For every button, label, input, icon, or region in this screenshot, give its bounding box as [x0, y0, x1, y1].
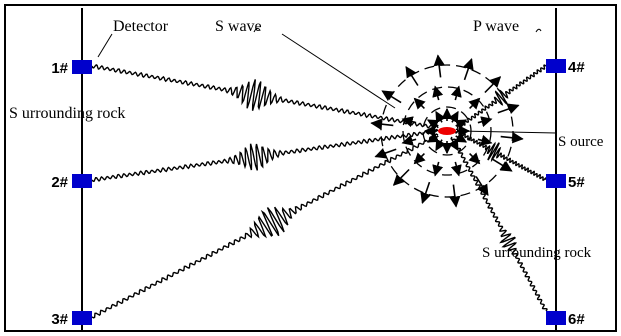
detectors [72, 59, 566, 325]
ray-to-detector-1 [91, 64, 439, 130]
detector-3 [72, 311, 92, 325]
radiation-arrow-37 [497, 103, 520, 115]
surrounding-rock-left-label: S urrounding rock [9, 105, 125, 122]
radiation-arrow-20 [432, 85, 444, 101]
detector-2-label: 2# [51, 174, 68, 191]
source-leader-line [457, 130, 557, 134]
seismic-rays [91, 64, 548, 319]
s-wave-hook [253, 27, 261, 33]
radiation-arrow-35 [463, 58, 474, 81]
radiation-arrow-26 [475, 176, 489, 196]
radiation-arrow-19 [413, 97, 426, 110]
s-wave-label: S wave [215, 18, 262, 35]
seismic-source [438, 127, 456, 135]
radiation-arrow-31 [370, 118, 394, 130]
radiation-arrow-17 [401, 134, 417, 146]
radiation-arrow-22 [468, 97, 481, 110]
radiation-arrow-23 [477, 116, 493, 128]
ray-to-detector-3 [91, 133, 439, 319]
detector-label: Detector [113, 18, 169, 35]
p-wave-label: P wave [473, 18, 519, 35]
radiation-arrow-8 [435, 110, 446, 124]
detector-6-label: 6# [568, 311, 585, 328]
detector-3-label: 3# [51, 311, 68, 328]
wavefront-outer [380, 64, 514, 198]
detector-5 [546, 174, 566, 188]
p-wave-hook [535, 28, 542, 33]
ray-to-detector-4 [455, 64, 547, 131]
radiation-arrow-10 [448, 110, 459, 124]
detector-leader-line [97, 33, 113, 58]
radiation-arrow-12 [477, 134, 493, 146]
radiation-arrow-27 [449, 184, 461, 208]
radiation-arrow-24 [500, 132, 524, 144]
source-label: S ource [558, 134, 604, 150]
ray-to-detector-2 [91, 128, 439, 183]
radiation-arrow-36 [484, 76, 502, 94]
radiation-arrow-33 [405, 66, 419, 86]
radiation-arrow-14 [450, 161, 462, 177]
detector-4 [546, 59, 566, 73]
radiation-arrow-15 [432, 161, 444, 177]
ray-to-detector-5 [455, 130, 547, 181]
ray-to-detector-6 [450, 136, 548, 312]
detector-5-label: 5# [568, 174, 585, 191]
radiation-arrow-1 [454, 132, 468, 143]
detector-6 [546, 311, 566, 325]
radiation-arrow-16 [413, 152, 426, 165]
detector-1-label: 1# [51, 60, 68, 77]
radiation-arrow-13 [468, 152, 481, 165]
radiation-arrow-7 [426, 119, 440, 130]
outer-frame [4, 4, 617, 332]
wavefront-middle [402, 86, 492, 176]
radiation-arrow-32 [381, 90, 402, 104]
detector-4-label: 4# [568, 59, 585, 76]
radiation-arrow-28 [420, 181, 431, 204]
surrounding-rock-right-label: S urrounding rock [482, 245, 592, 261]
detector-1 [72, 60, 92, 74]
radiation-arrow-4 [435, 138, 446, 152]
radiation-arrow-30 [374, 147, 397, 159]
radiation-arrow-25 [492, 158, 513, 172]
radiation-arrow-29 [392, 168, 410, 186]
radiation-arrow-21 [450, 85, 462, 101]
radiation-arrow-34 [433, 54, 445, 78]
s-wave-leader-line [281, 33, 396, 109]
detector-2 [72, 174, 92, 188]
